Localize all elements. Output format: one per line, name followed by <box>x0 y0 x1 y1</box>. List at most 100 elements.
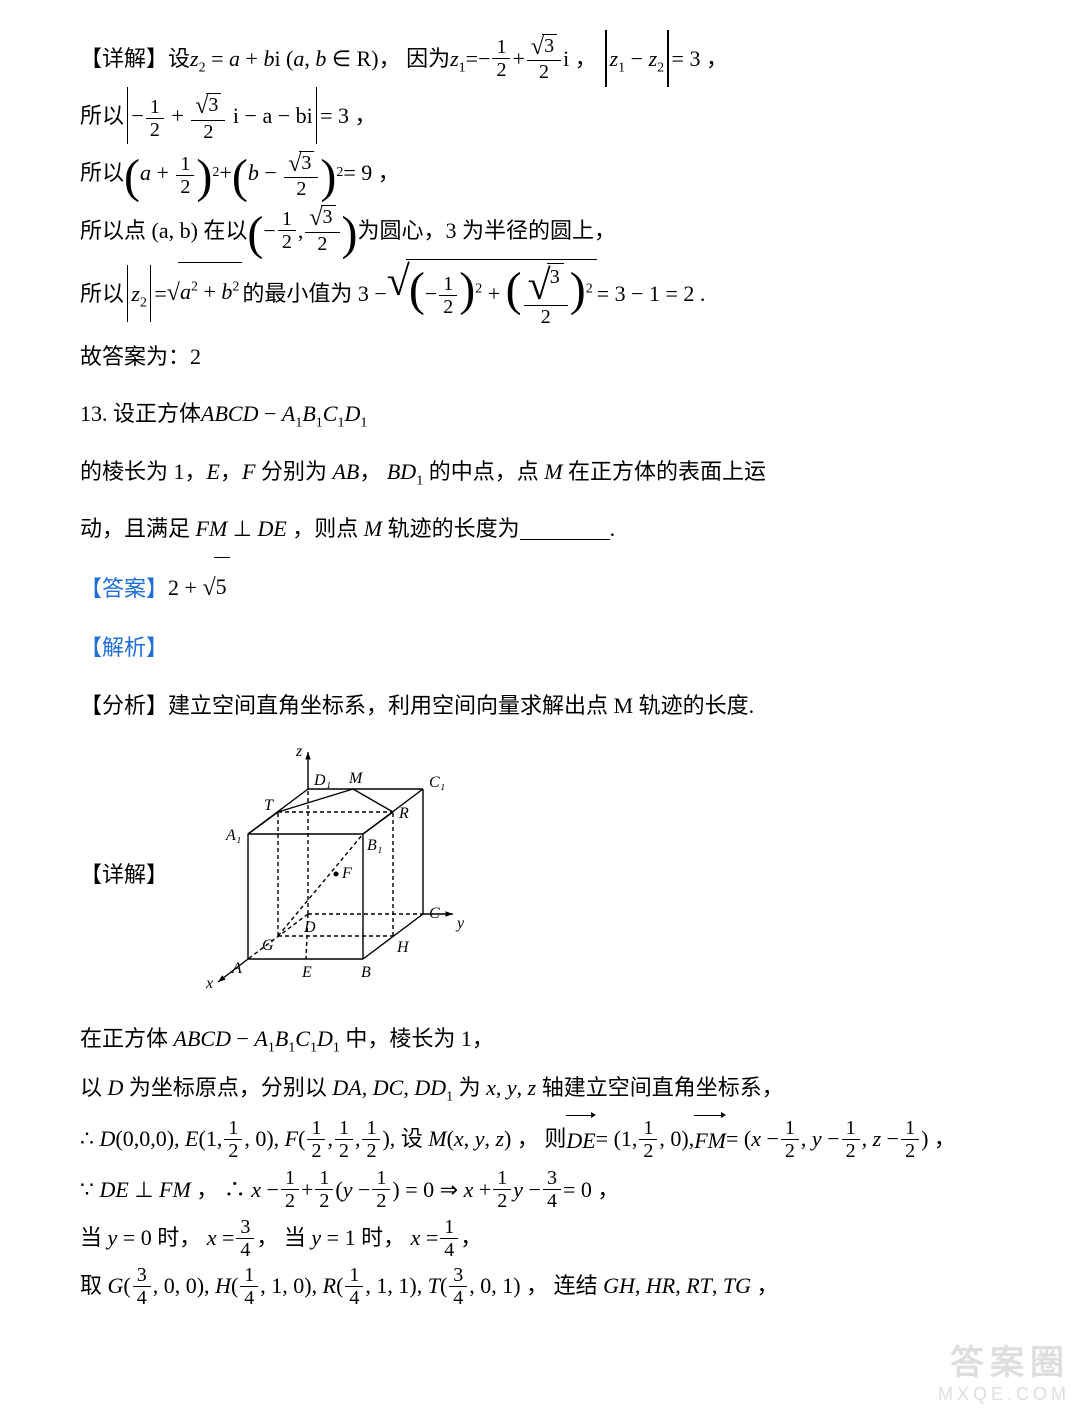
text: 以 D 为坐标原点，分别以 DA, DC, DD1 为 x, y, z 轴建立空… <box>80 1064 784 1113</box>
sqrt: √ (−12)2 + (√32)2 <box>387 259 597 328</box>
fraction: 12 <box>335 1117 353 1162</box>
svg-text:T: T <box>264 797 274 814</box>
fraction: 12 <box>781 1117 799 1162</box>
math: b − √32 <box>248 144 321 201</box>
text: ， <box>460 1214 482 1262</box>
q12-detail-line3: 所以 ( a + 12 )2 + ( b − √32 )2 = 9 ， <box>80 144 1010 201</box>
q12-detail-line1: 【详解】 设 z2 = a + bi (a, b ∈ R) ， 因为 z1 = … <box>80 30 1010 87</box>
text: = (x − <box>726 1115 779 1163</box>
text: , 1, 1), T( <box>365 1262 447 1310</box>
svg-text:F: F <box>341 865 352 882</box>
text: , 0), F( <box>244 1115 305 1163</box>
absolute-value: −12 + √32 i − a − bi <box>124 87 320 144</box>
text: 建立空间直角坐标系，利用空间向量求解出点 M 轨迹的长度. <box>168 677 754 734</box>
svg-text:y: y <box>455 915 465 932</box>
fraction: √32 <box>305 205 339 254</box>
math: z2 = a + bi (a, b ∈ R) <box>190 30 379 87</box>
text: = 9 ， <box>343 144 399 201</box>
q12-detail-line2: 所以 −12 + √32 i − a − bi = 3 ， <box>80 87 1010 144</box>
text: , y − <box>801 1115 840 1163</box>
text: , <box>298 202 304 259</box>
q13-detail-figure-row: 【详解】 zyxD₁C₁A₁B₁MTRFDCGEABH <box>80 734 1010 1015</box>
math: a + 12 <box>140 144 196 201</box>
tag-answer: 【答案】 <box>80 560 168 617</box>
fraction: 12 <box>362 1117 380 1162</box>
svg-text:D: D <box>303 919 316 936</box>
text: 当 y = 0 时， x = <box>80 1214 234 1262</box>
fraction: 12 <box>315 1167 333 1212</box>
fraction: 12 <box>901 1117 919 1162</box>
text: ， 当 y = 1 时， x = <box>256 1214 438 1262</box>
q13-jiexi: 【解析】 <box>80 619 1010 676</box>
q13-take-line: 取 G( 34 , 0, 0), H( 14 , 1, 0), R( 14 , … <box>80 1262 1010 1310</box>
fraction: 14 <box>240 1264 258 1309</box>
q13-analysis: 【分析】 建立空间直角坐标系，利用空间向量求解出点 M 轨迹的长度. <box>80 677 1010 734</box>
svg-text:G: G <box>262 937 274 954</box>
svg-text:B₁: B₁ <box>367 837 382 854</box>
absolute-value: z2 <box>124 265 154 322</box>
paren: ( <box>247 210 263 258</box>
svg-text:A₁: A₁ <box>225 827 241 844</box>
paren: ) <box>342 210 358 258</box>
cube-figure: zyxD₁C₁A₁B₁MTRFDCGEABH <box>178 734 468 1015</box>
text: ， 因为 <box>379 30 451 87</box>
svg-text:C: C <box>429 905 440 922</box>
q13-axis-line: 以 D 为坐标原点，分别以 DA, DC, DD1 为 x, y, z 轴建立空… <box>80 1064 1010 1113</box>
tag-detail: 【详解】 <box>80 30 168 87</box>
paren: ) <box>196 153 212 201</box>
text: ∵ DE ⊥ FM ， ∴ x − <box>80 1166 279 1214</box>
fraction: 12 <box>492 36 510 81</box>
text: = <box>466 30 478 87</box>
text: 所以 <box>80 144 124 201</box>
text: ∴ D(0,0,0), E(1, <box>80 1115 222 1163</box>
text: + <box>301 1166 313 1214</box>
q13-coords-line: ∴ D(0,0,0), E(1, 12 , 0), F( 12, 12, 12 … <box>80 1113 1010 1165</box>
text: = 3 ， <box>320 87 376 144</box>
q13-answer: 【答案】 2 + √5 <box>80 557 1010 619</box>
fraction: 12 <box>307 1117 325 1162</box>
text: , 1, 0), R( <box>260 1262 343 1310</box>
math: ABCD − A1B1C1D1 <box>201 385 367 442</box>
fraction: 14 <box>345 1264 363 1309</box>
q13-y0-line: 当 y = 0 时， x = 34 ， 当 y = 1 时， x = 14 ， <box>80 1214 1010 1262</box>
svg-text:z: z <box>295 743 303 760</box>
q13-stem-line1: 13. 设正方体 ABCD − A1B1C1D1 的棱长为 1，E，F 分别为 … <box>80 385 1010 499</box>
svg-text:C₁: C₁ <box>429 774 445 791</box>
text: 的最小值为 3 − <box>242 265 386 322</box>
tag-detail: 【详解】 <box>80 846 168 903</box>
text: 设 <box>168 30 190 87</box>
svg-text:A: A <box>231 960 242 977</box>
fraction: 34 <box>543 1167 561 1212</box>
text: 故答案为：2 <box>80 328 201 385</box>
fraction: 12 <box>842 1117 860 1162</box>
svg-text:D₁: D₁ <box>313 772 331 789</box>
svg-text:x: x <box>205 975 213 992</box>
svg-text:M: M <box>348 770 364 787</box>
fraction: 12 <box>278 208 296 253</box>
svg-text:R: R <box>398 805 409 822</box>
math: z1 <box>450 30 466 87</box>
text: 动，且满足 FM ⊥ DE ，则点 M 轨迹的长度为 <box>80 500 520 557</box>
text: 所以 <box>80 265 124 322</box>
fraction: 12 <box>493 1167 511 1212</box>
text: y − <box>513 1166 541 1214</box>
text: + <box>219 144 231 201</box>
text: ) ， <box>921 1115 956 1163</box>
absolute-value: z1 − z2 <box>602 30 671 87</box>
paren: ( <box>232 153 248 201</box>
q13-perp-line: ∵ DE ⊥ FM ， ∴ x − 12 + 12 (y − 12 ) = 0 … <box>80 1166 1010 1214</box>
text: = 0 ， <box>563 1166 619 1214</box>
fraction: 14 <box>440 1216 458 1261</box>
fraction: 12 <box>224 1117 242 1162</box>
vector: FM <box>694 1113 726 1165</box>
fraction: 12 <box>281 1167 299 1212</box>
text: (y − <box>335 1166 370 1214</box>
fraction: 12 <box>639 1117 657 1162</box>
svg-text:H: H <box>396 939 410 956</box>
tag-analysis: 【分析】 <box>80 677 168 734</box>
text: , z − <box>862 1115 899 1163</box>
text: + <box>512 30 524 87</box>
text: 为圆心，3 为半径的圆上， <box>357 202 616 259</box>
tag-jiexi: 【解析】 <box>80 619 168 676</box>
text: , 0), <box>659 1115 694 1163</box>
